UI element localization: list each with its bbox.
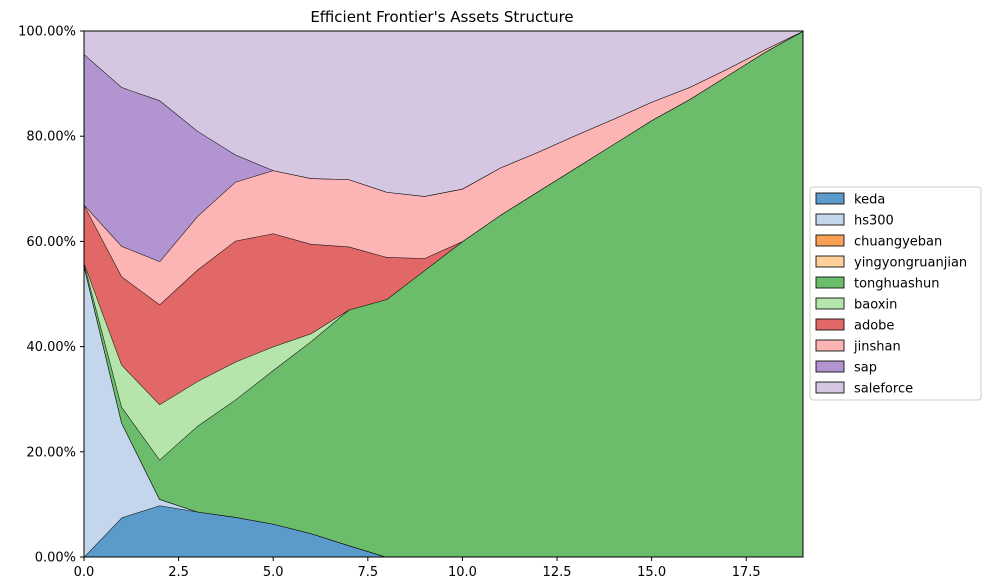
- x-tick-label: 15.0: [637, 565, 666, 580]
- x-tick-label: 0.0: [74, 565, 95, 580]
- area-jinshan: [84, 31, 803, 305]
- legend-swatch-baoxin: [815, 297, 845, 310]
- area-saleforce: [84, 31, 803, 197]
- area-sap: [84, 31, 803, 262]
- legend-swatch-keda: [815, 192, 845, 205]
- legend-label-hs300: hs300: [854, 214, 894, 229]
- axis-layer: 0.0 2.5 5.0 7.5 10.0 12.5 15.0 17.5 0.00% 20.00% 4…: [18, 25, 804, 580]
- legend-swatch-jinshan: [815, 339, 845, 352]
- chart-title: Efficient Frontier's Assets Structure: [310, 8, 573, 26]
- legend-label-keda: keda: [854, 193, 885, 208]
- legend-label-saleforce: saleforce: [854, 382, 913, 397]
- y-tick-label: 80.00%: [26, 130, 76, 145]
- legend-label-yingyongruanjian: yingyongruanjian: [854, 256, 967, 271]
- x-tick-label: 17.5: [732, 565, 761, 580]
- area-layer: [83, 30, 804, 558]
- legend-label-adobe: adobe: [854, 319, 894, 334]
- legend-swatch-yingyongruanjian: [815, 255, 845, 268]
- legend-swatch-saleforce: [815, 381, 845, 394]
- y-tick-label: 100.00%: [18, 25, 76, 40]
- legend-label-chuangyeban: chuangyeban: [854, 235, 942, 250]
- x-tick-label: 7.5: [357, 565, 378, 580]
- legend-swatch-adobe: [815, 318, 845, 331]
- legend-label-jinshan: jinshan: [853, 340, 901, 355]
- area-baoxin: [84, 31, 803, 460]
- legend-swatch-sap: [815, 360, 845, 373]
- legend-label-sap: sap: [854, 361, 877, 376]
- plot-frame: [83, 30, 804, 558]
- area-tonghuashun: [84, 31, 803, 557]
- legend-swatch-hs300: [815, 213, 845, 226]
- area-adobe: [84, 31, 803, 405]
- legend: keda hs300 chuangyeban yingyongruanjian tong…: [809, 186, 982, 401]
- y-tick-label: 60.00%: [26, 235, 76, 250]
- x-tick-label: 12.5: [543, 565, 572, 580]
- legend-swatch-chuangyeban: [815, 234, 845, 247]
- legend-label-tonghuashun: tonghuashun: [854, 277, 939, 292]
- legend-box: [809, 186, 982, 401]
- y-tick-label: 40.00%: [26, 340, 76, 355]
- y-tick-label: 0.00%: [35, 551, 76, 566]
- x-tick-label: 2.5: [168, 565, 189, 580]
- x-tick-label: 5.0: [263, 565, 284, 580]
- x-tick-label: 10.0: [448, 565, 477, 580]
- legend-label-baoxin: baoxin: [854, 298, 897, 313]
- area-keda: [84, 505, 803, 557]
- legend-swatch-tonghuashun: [815, 276, 845, 289]
- y-tick-label: 20.00%: [26, 445, 76, 460]
